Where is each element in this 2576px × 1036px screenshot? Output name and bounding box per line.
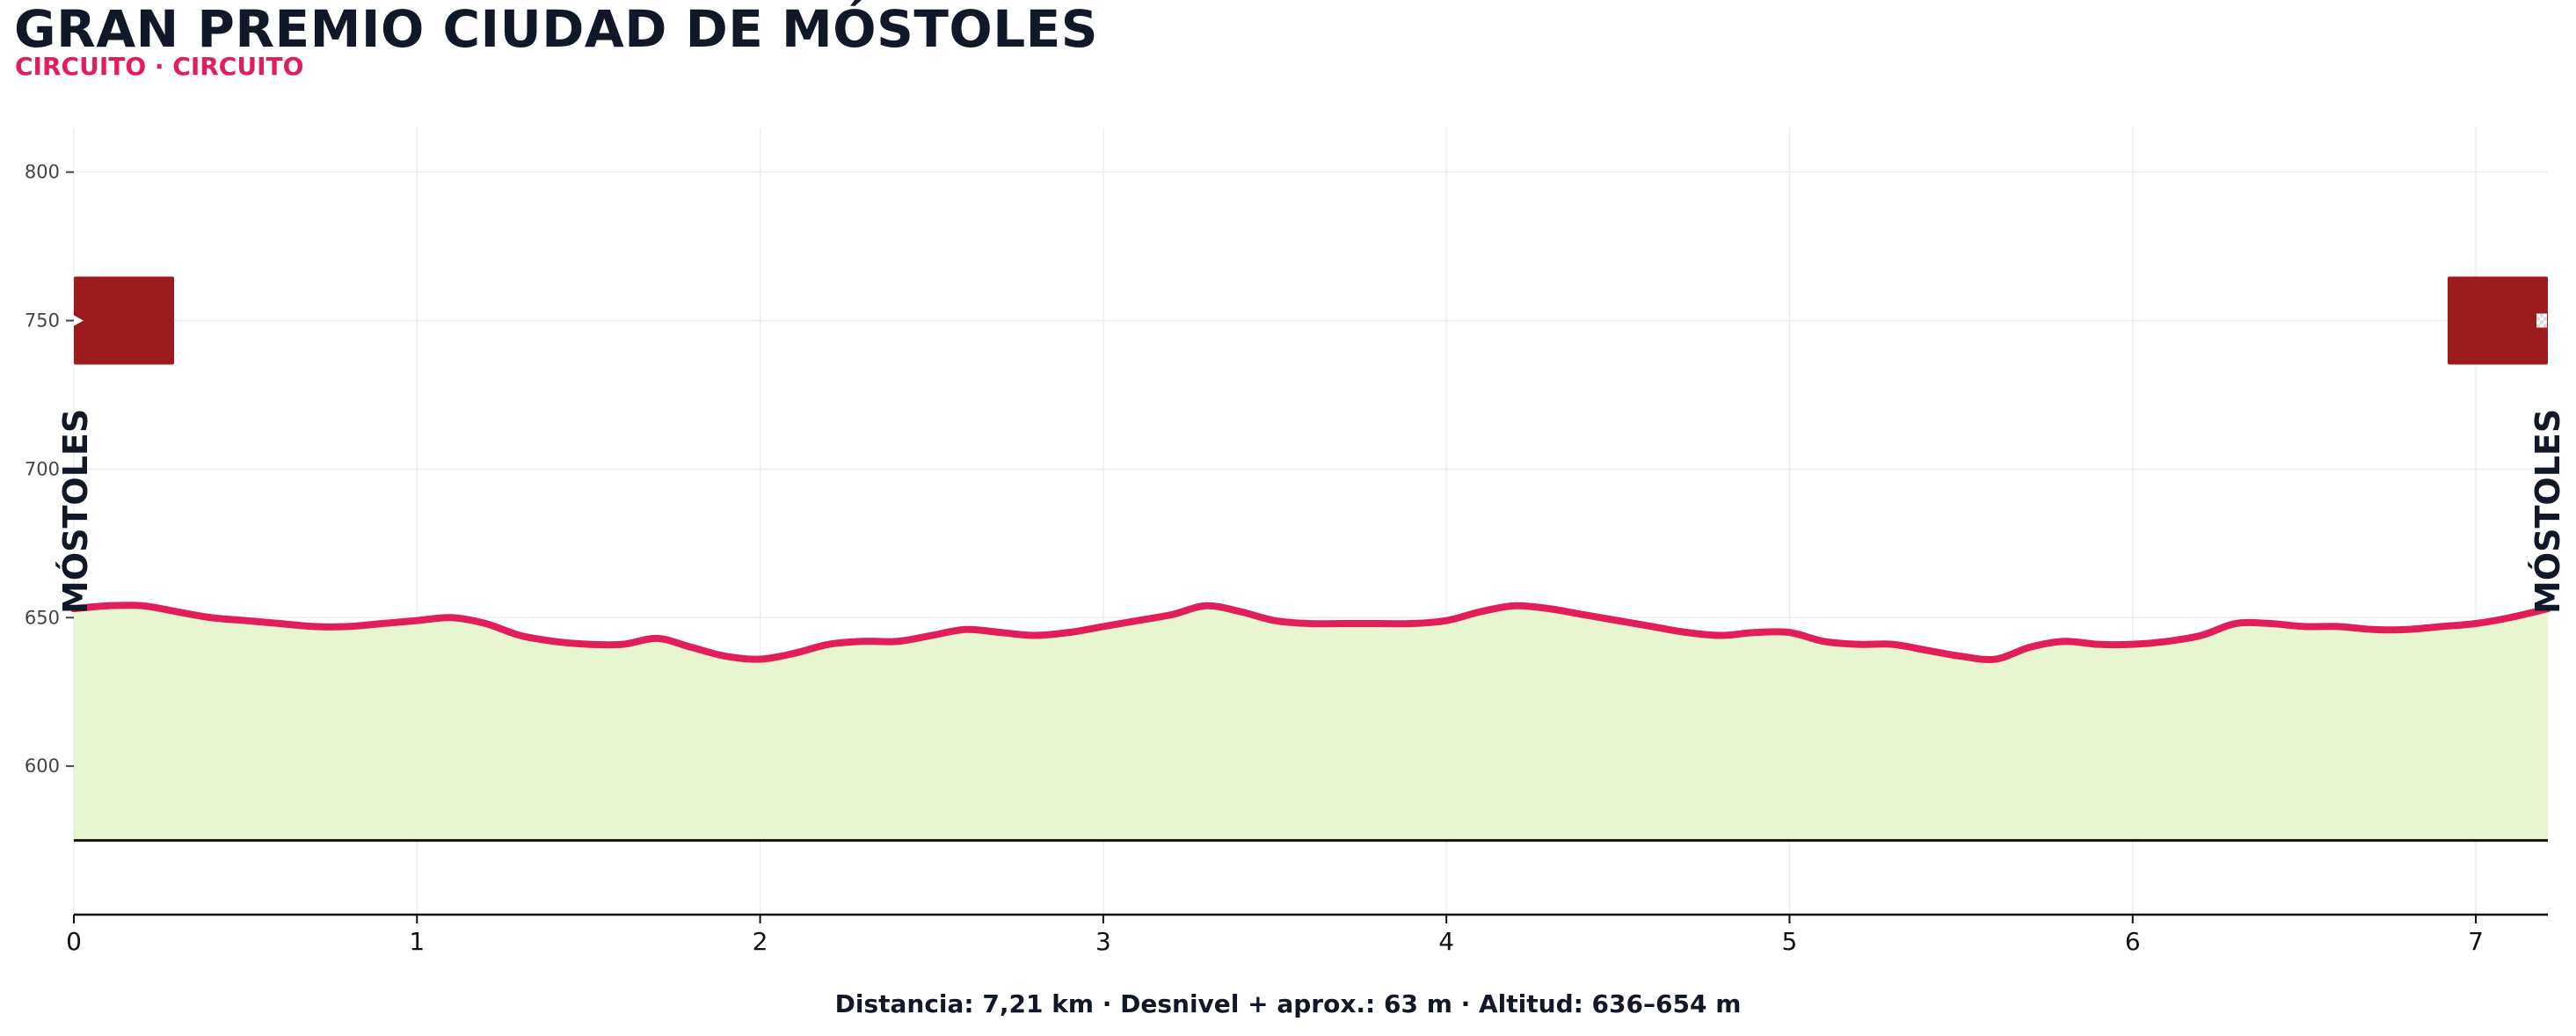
- checkered-flag-cell: [2536, 320, 2540, 325]
- x-tick-label: 4: [1438, 927, 1454, 956]
- route-summary: Distancia: 7,21 km · Desnivel + aprox.: …: [834, 989, 1742, 1018]
- y-tick-label: 600: [25, 755, 60, 777]
- y-tick-label: 750: [25, 310, 60, 332]
- x-tick-label: 1: [409, 927, 425, 956]
- y-tick-label: 650: [25, 607, 60, 628]
- x-tick-label: 3: [1095, 927, 1111, 956]
- start-flag-icon: [74, 276, 174, 365]
- x-tick-label: 5: [1782, 927, 1798, 956]
- x-tick-label: 0: [66, 927, 82, 956]
- checkered-flag-cell: [2540, 313, 2543, 317]
- checkered-flag-cell: [2536, 313, 2540, 317]
- checkered-flag-cell: [2543, 317, 2547, 321]
- elevation-area: [74, 605, 2548, 841]
- x-tick-label: 2: [753, 927, 768, 956]
- chart-title: GRAN PREMIO CIUDAD DE MÓSTOLES: [14, 0, 1099, 59]
- y-tick-label: 800: [25, 162, 60, 183]
- marker-box: [2448, 276, 2548, 365]
- y-tick-label: 700: [25, 458, 60, 479]
- checkered-flag-cell: [2540, 324, 2543, 328]
- town-label: MÓSTOLES: [56, 409, 95, 614]
- x-tick-label: 6: [2125, 927, 2141, 956]
- play-icon: [74, 315, 84, 326]
- checkered-flag-cell: [2543, 324, 2547, 328]
- checkered-flag-cell: [2536, 324, 2540, 328]
- checkered-flag-cell: [2543, 320, 2547, 325]
- elevation-line: [70, 602, 2551, 663]
- x-tick-label: 7: [2468, 927, 2484, 956]
- town-label: MÓSTOLES: [2529, 409, 2567, 614]
- checkered-flag-cell: [2543, 313, 2547, 317]
- chart-subtitle: CIRCUITO · CIRCUITO: [15, 52, 304, 81]
- checkered-flag-cell: [2540, 317, 2543, 321]
- marker-box: [74, 276, 174, 365]
- checkered-flag-cell: [2540, 320, 2543, 325]
- finish-flag-icon: [2448, 276, 2548, 365]
- checkered-flag-cell: [2536, 317, 2540, 321]
